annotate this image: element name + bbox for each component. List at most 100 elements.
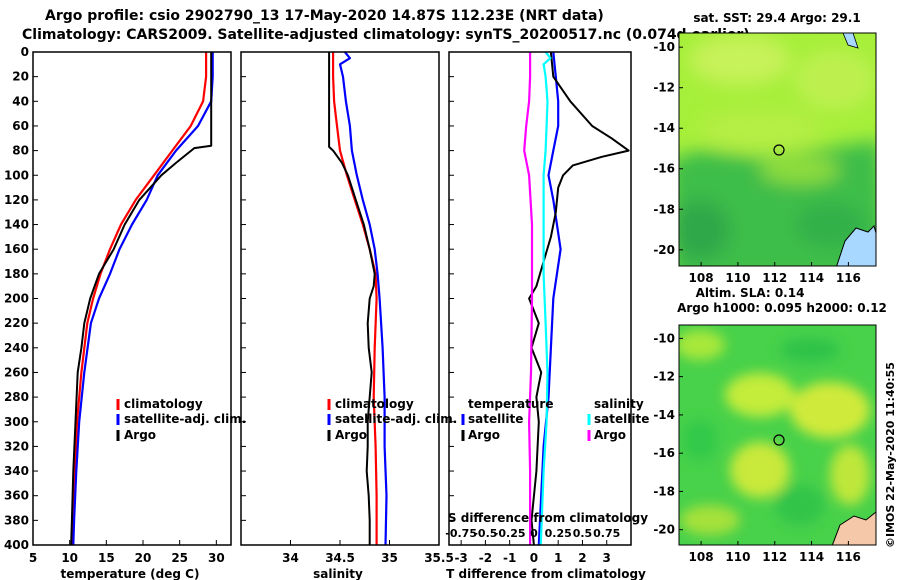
series-line-argo [70,52,213,545]
legend-label-satellite-adj: satellite-adj. clim. [124,412,246,426]
map-xtick-label: 108 [689,271,714,285]
xtick-top-label: -0.75 [445,527,477,540]
series-line-argo [328,52,376,545]
xtick-top-label: 0 [530,527,538,540]
map-ytick-label: -12 [653,370,675,384]
xtick-label: 34.5 [325,551,355,565]
legend-label-satellite-adj: satellite-adj. clim. [335,412,457,426]
sla-high-patch [790,382,870,438]
legend-label-temp-argo: Argo [468,428,500,442]
ytick-label: 340 [4,464,29,478]
ytick-label: 240 [4,341,29,355]
sst-map-panel: sat. SST: 29.4 Argo: 29.1 -10-12-14-16-1… [653,11,877,285]
series-line-temperature-argo [528,52,630,545]
xtick-label: 2 [578,551,586,565]
salinity-legend: climatology satellite-adj. clim. Argo [327,397,457,442]
xtick-label: 10 [61,551,78,565]
difference-panel: -3 -2 -1 0 1 2 3 -0.75-0.5-0.25 0 0.25 0.5 0.75 S … [445,51,649,580]
map-ytick-label: -16 [653,162,675,176]
salinity-xlabel: salinity [313,567,363,580]
xtick-label: 35 [381,551,398,565]
xtick-top-label: -0.5 [473,527,497,540]
xtick-label: 3 [603,551,611,565]
sst-warm-patch [700,110,820,150]
series-line-climatology [71,52,208,545]
argo-position-marker [773,434,785,446]
map-ytick-label: -16 [653,446,675,460]
ytick-label: 220 [4,316,29,330]
series-line-satellite-adj-clim- [338,52,388,545]
map-xtick-label: 114 [799,550,824,564]
series-line-salinity-satellite [539,52,552,545]
legend-title-temperature: temperature [468,397,553,411]
ytick-label: 300 [4,415,29,429]
ytick-label: 280 [4,390,29,404]
sst-cool-patch [795,203,865,247]
sla-high-patch [679,330,725,360]
xtick-label: -2 [479,551,492,565]
legend-label-sal-argo: Argo [594,428,626,442]
xtick-label: 15 [98,551,115,565]
xtick-top-label: 0.25 [545,527,572,540]
temperature-panel: 0 20 40 60 80 100 120 140 160 180 200 220 240 260 280 3… [4,45,246,580]
ytick-label: 400 [4,538,29,552]
difference-yticks [449,51,454,546]
xtick-label: 30 [208,551,225,565]
ytick-label: 140 [4,218,29,232]
series-line-salinity-argo [523,52,534,545]
ytick-label: 40 [12,94,29,108]
sst-map-field [679,33,876,266]
map-ytick-label: -12 [653,81,675,95]
xtick-label: -3 [454,551,467,565]
difference-xticks-top: -0.75-0.5-0.25 0 0.25 0.5 0.75 [445,527,620,540]
salinity-lines [328,52,388,545]
ytick-label: 0 [21,45,29,59]
legend-label-argo: Argo [335,428,367,442]
difference-xlabel: T difference from climatology [446,567,646,580]
sla-high-patch [830,445,870,505]
salinity-frame [240,51,440,546]
legend-title-salinity: salinity [594,397,644,411]
map-xtick-label: 108 [689,550,714,564]
ytick-label: 160 [4,242,29,256]
temperature-xticks: 5 10 15 20 25 30 [29,540,225,565]
difference-xticks: -3 -2 -1 0 1 2 3 [454,540,611,565]
ytick-label: 20 [12,70,29,84]
ytick-label: 120 [4,193,29,207]
ytick-label: 180 [4,267,29,281]
sst-warm-patch [690,35,790,85]
temperature-lines [70,52,214,545]
sst-map-xticks: 108 110 112 114 116 [689,262,861,285]
ytick-label: 80 [12,144,29,158]
sla-map-frame [678,324,877,546]
map-xtick-label: 114 [799,271,824,285]
sla-high-patch [725,373,795,417]
map-ytick-label: -14 [653,408,675,422]
sst-cool-patch [679,200,730,260]
sla-land [831,511,876,545]
sla-map-title-1: Altim. SLA: 0.14 [696,286,805,300]
difference-frame [448,51,632,546]
map-ytick-label: -18 [653,484,675,498]
argo-position-marker [773,144,785,156]
ytick-label: 60 [12,119,29,133]
sst-map-frame [678,32,877,267]
ytick-label: 100 [4,168,29,182]
salinity-panel: 34 34.5 35 35.5 salinity climatology satell… [240,51,457,580]
xtick-label: 34 [282,551,299,565]
map-xtick-label: 112 [762,550,787,564]
header-line-1: Argo profile: csio 2902790_13 17-May-202… [45,8,604,24]
map-xtick-label: 116 [836,271,861,285]
xtick-top-label: 0.75 [593,527,620,540]
temperature-frame [32,51,232,546]
map-xtick-label: 112 [762,271,787,285]
map-xtick-label: 116 [836,550,861,564]
map-ytick-label: -10 [653,331,675,345]
sla-map-title-2: Argo h1000: 0.095 h2000: 0.12 [677,301,887,315]
sla-high-patch [680,505,740,535]
sla-low-patch [780,338,840,362]
sst-warm-patch [795,50,875,110]
sla-map-xticks: 108 110 112 114 116 [689,541,861,564]
sst-warm-patch [760,156,840,184]
